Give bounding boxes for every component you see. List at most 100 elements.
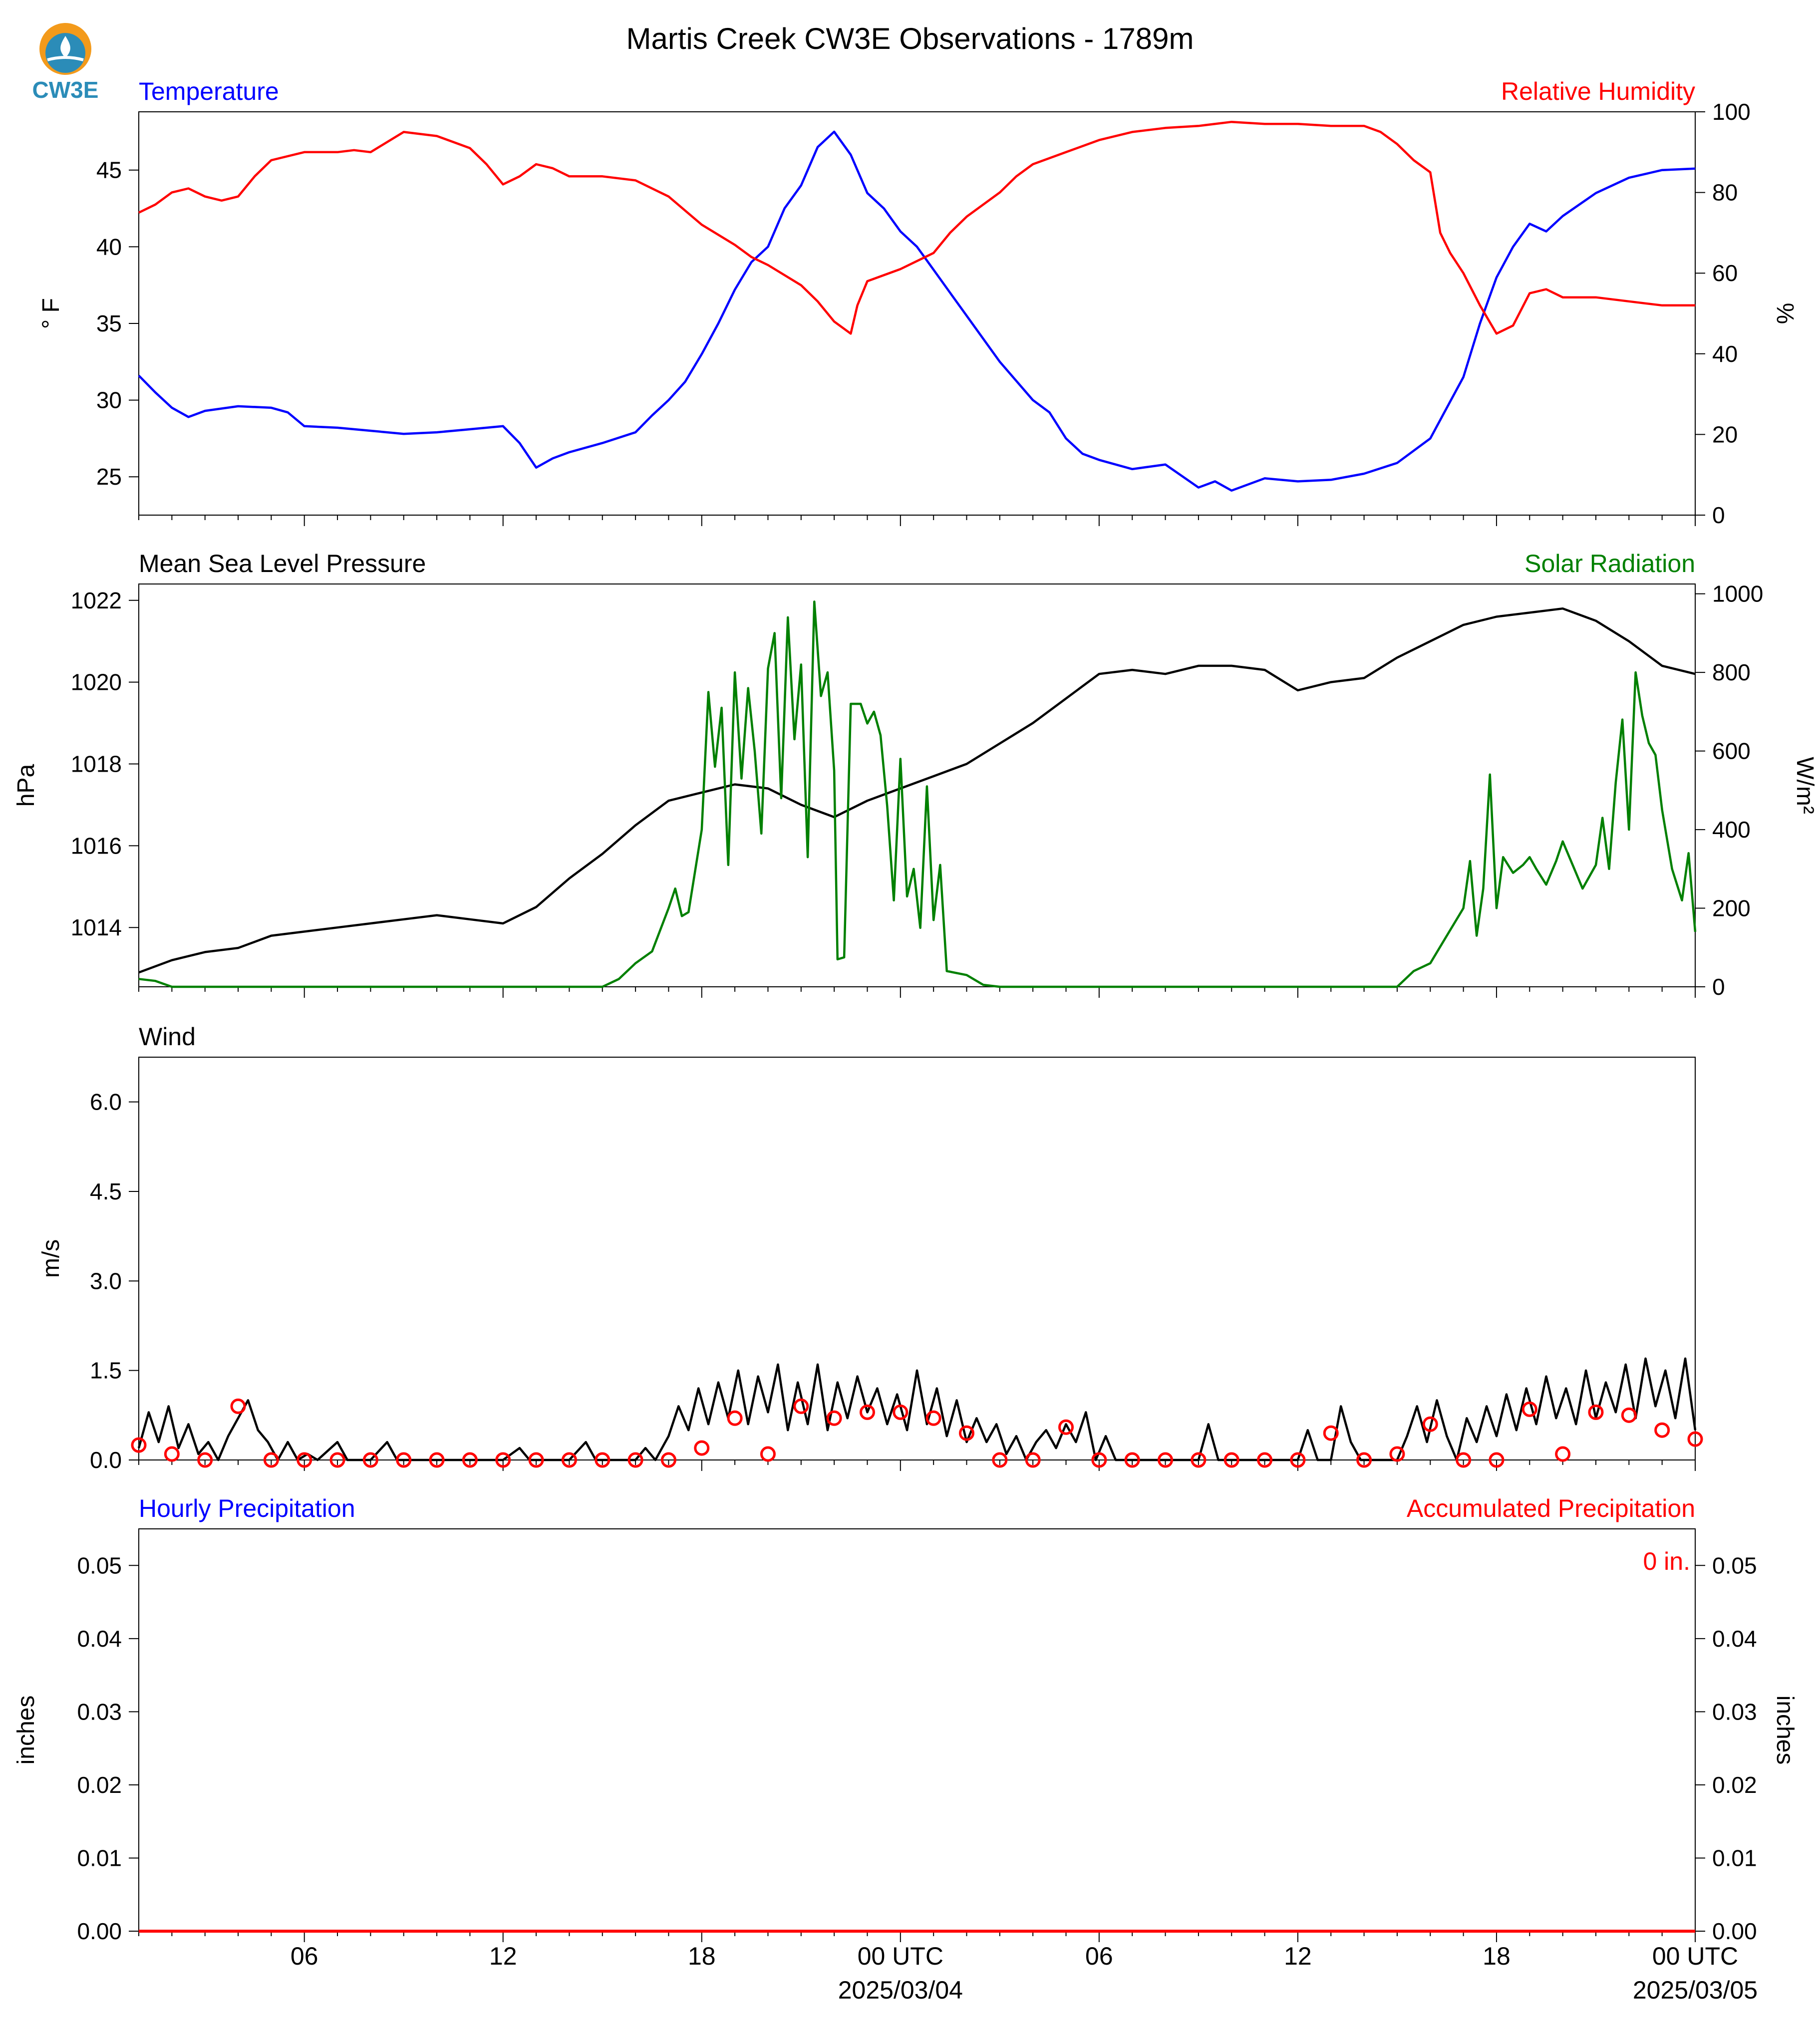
gust-point [528,1452,544,1468]
y-right-tick-label: 800 [1712,659,1751,685]
gust-point [893,1404,909,1420]
gust-point [1223,1452,1239,1468]
logo-drop-icon [60,36,70,58]
figure-title: Martis Creek CW3E Observations - 1789m [626,22,1194,55]
gust-point [859,1404,875,1420]
y-right-tick-label: 40 [1712,341,1738,367]
gust-point [660,1452,676,1468]
y-left-axis-label: inches [13,1696,39,1765]
gust-point [197,1452,213,1468]
series-line-mean-sea-level-pressure [138,607,1696,974]
y-right-tick-label: 1000 [1712,581,1763,607]
panel-wind: 0.0 1.5 3.0 4.5 6.0 Wind m/s [38,1023,1703,1473]
series-line-temperature [138,130,1696,492]
gust-point [1124,1452,1140,1468]
x-tick-label: 18 [1483,1942,1511,1970]
y-left-axis-label: hPa [13,764,39,807]
gust-point [1356,1452,1372,1468]
y-right-tick-label: 0 [1712,974,1725,1000]
x-tick-label: 12 [489,1942,517,1970]
y-left-tick-label: 6.0 [90,1089,122,1115]
y-left-tick-label: 0.03 [77,1699,122,1725]
y-left-tick-label: 40 [96,234,122,260]
y-right-tick-label: 100 [1712,99,1751,125]
y-right-tick-label: 80 [1712,180,1738,206]
gust-point [1521,1401,1537,1417]
gust-point [760,1446,776,1462]
y-left-tick-label: 0.04 [77,1626,122,1652]
gust-point [992,1452,1008,1468]
y-left-tick-label: 1.5 [90,1358,122,1384]
logo-text: CW3E [32,77,99,103]
gust-point [1191,1452,1207,1468]
x-tick-label: 06 [1085,1942,1113,1970]
y-right-tick-label: 20 [1712,421,1738,447]
gust-point [297,1452,312,1468]
x-date-label: 2025/03/04 [838,1976,963,2004]
gust-point [1290,1452,1306,1468]
y-left-tick-label: 1022 [71,587,122,613]
gust-point [1422,1416,1438,1432]
y-left-tick-label: 30 [96,387,122,413]
y-right-tick-label: 200 [1712,895,1751,921]
gust-point [694,1440,710,1456]
y-left-tick-label: 3.0 [90,1268,122,1294]
y-right-axis-label: W/m² [1792,757,1818,814]
y-right-tick-label: 0.05 [1712,1552,1757,1578]
gust-point [1389,1446,1405,1462]
gust-point [1257,1452,1273,1468]
series-line-solar-radiation [138,600,1697,988]
gust-point [793,1398,809,1414]
y-left-tick-label: 0.0 [90,1447,122,1473]
gust-point [329,1452,345,1468]
gust-point [1058,1419,1074,1435]
gust-point [1687,1431,1703,1447]
plot-frame [138,111,1696,516]
gust-point [164,1446,180,1462]
gust-point [1025,1452,1041,1468]
y-left-tick-label: 35 [96,310,122,336]
gust-point [1621,1407,1637,1423]
y-right-tick-label: 0 [1712,502,1725,528]
y-left-tick-label: 0.05 [77,1552,122,1578]
plot-frame [138,1057,1696,1460]
y-left-tick-label: 1014 [71,914,122,940]
x-tick-label: 00 UTC [858,1942,943,1970]
series-line-wind-speed [137,1357,1697,1461]
y-left-tick-label: 0.00 [77,1918,122,1944]
x-tick-label: 00 UTC [1652,1942,1738,1970]
y-left-tick-label: 45 [96,157,122,183]
gust-point [230,1398,246,1414]
gust-point [1323,1425,1339,1441]
gust-point [1654,1422,1670,1438]
y-left-tick-label: 4.5 [90,1178,122,1204]
y-right-axis-label: inches [1772,1696,1798,1765]
series-line-relative-humidity [138,120,1695,335]
panel-mslp_solar: 1014 1016 1018 1020 1022 0 200 400 600 800 1000 Mea… [13,550,1818,1000]
gust-point [561,1452,577,1468]
gust-point [495,1452,511,1468]
panel-right-title: Accumulated Precipitation [1407,1494,1695,1522]
panel-left-title: Mean Sea Level Pressure [139,550,426,578]
panel-precip: 0.00 0.01 0.02 0.03 0.04 0.05 0.00 0.01 0.02 0.03… [13,1494,1798,1944]
panel-temp_rh: 25 30 35 40 45 0 20 40 60 80 100 Temperature Relativ… [38,77,1798,528]
y-right-tick-label: 0.02 [1712,1772,1757,1798]
y-right-tick-label: 600 [1712,738,1751,764]
gust-point [959,1425,975,1441]
panel-left-title: Hourly Precipitation [139,1494,355,1522]
y-left-tick-label: 0.02 [77,1772,122,1798]
x-tick-label: 06 [291,1942,318,1970]
y-left-tick-label: 1016 [71,833,122,859]
gust-point [925,1410,941,1426]
gust-point [462,1452,478,1468]
gust-point [429,1452,445,1468]
panel-right-title: Solar Radiation [1524,550,1695,578]
y-left-tick-label: 0.01 [77,1845,122,1871]
gust-point [1091,1452,1107,1468]
logo-wave-icon [47,56,84,61]
panel-right-title: Relative Humidity [1501,77,1695,105]
panel-left-title: Wind [139,1023,196,1051]
gust-point [595,1452,610,1468]
y-right-axis-label: % [1772,303,1798,324]
